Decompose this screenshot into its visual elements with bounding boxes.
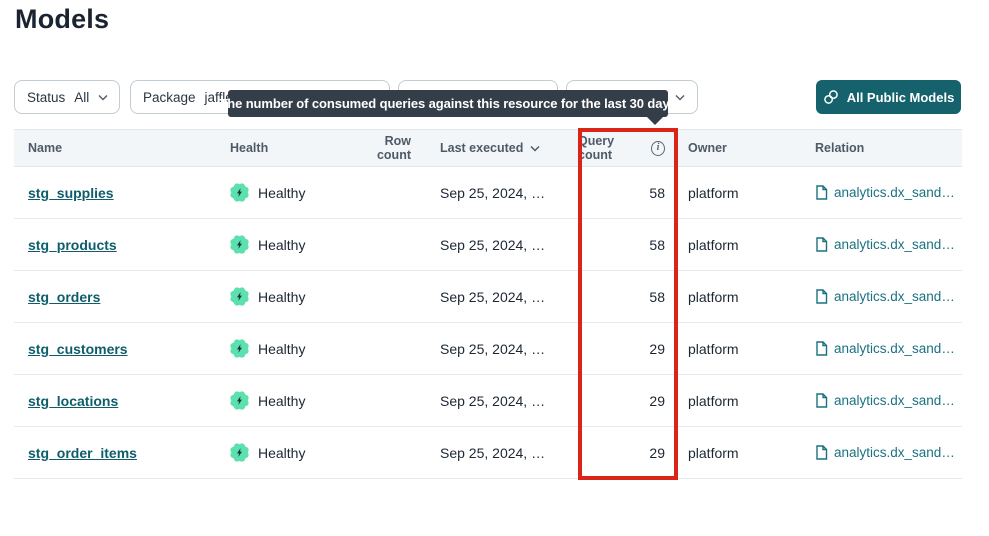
page-title: Models [15, 4, 110, 34]
health-status-label: Healthy [258, 236, 306, 253]
model-link[interactable]: stg_orders [28, 288, 101, 305]
owner-cell: platform [688, 392, 739, 409]
sort-chevron-down-icon [530, 145, 540, 152]
relation-link[interactable]: analytics.dx_sand… [834, 393, 955, 408]
models-table: Name Health Row count Last executed Quer… [14, 129, 962, 479]
column-header-row-count[interactable]: Row count [376, 134, 411, 162]
query-count-cell: 29 [649, 444, 665, 461]
health-badge-icon [230, 339, 249, 358]
last-executed-cell: Sep 25, 2024, … [440, 236, 546, 253]
tooltip-text: The number of consumed queries against t… [219, 96, 677, 111]
package-filter-label: Package [143, 89, 196, 105]
health-status-label: Healthy [258, 288, 306, 305]
column-header-owner[interactable]: Owner [688, 141, 727, 155]
model-link[interactable]: stg_order_items [28, 444, 137, 461]
last-executed-label: Last executed [440, 141, 524, 155]
query-count-label: Query count [578, 134, 615, 162]
table-row: stg_orders Healthy Sep 25, 2024, … 58 pl… [14, 271, 962, 323]
query-count-cell: 29 [649, 392, 665, 409]
query-count-cell: 58 [649, 184, 665, 201]
status-filter-dropdown[interactable]: Status All [14, 80, 120, 114]
document-icon [816, 393, 828, 408]
owner-cell: platform [688, 444, 739, 461]
all-public-models-label: All Public Models [846, 89, 955, 105]
relation-link[interactable]: analytics.dx_sand… [834, 289, 955, 304]
relation-link[interactable]: analytics.dx_sand… [834, 237, 955, 252]
link-icon [823, 90, 838, 104]
document-icon [816, 445, 828, 460]
health-badge-icon [230, 391, 249, 410]
query-count-tooltip: The number of consumed queries against t… [219, 90, 677, 125]
health-badge-icon [230, 287, 249, 306]
table-row: stg_locations Healthy Sep 25, 2024, … 29… [14, 375, 962, 427]
health-status-label: Healthy [258, 392, 306, 409]
table-row: stg_order_items Healthy Sep 25, 2024, … … [14, 427, 962, 479]
owner-cell: platform [688, 340, 739, 357]
status-filter-value: All [74, 89, 90, 105]
last-executed-cell: Sep 25, 2024, … [440, 444, 546, 461]
query-count-cell: 29 [649, 340, 665, 357]
chevron-down-icon [98, 94, 108, 101]
table-row: stg_customers Healthy Sep 25, 2024, … 29… [14, 323, 962, 375]
health-badge-icon [230, 183, 249, 202]
all-public-models-button[interactable]: All Public Models [816, 80, 961, 114]
column-header-last-executed[interactable]: Last executed [425, 141, 578, 155]
query-count-cell: 58 [649, 236, 665, 253]
health-status-label: Healthy [258, 184, 306, 201]
document-icon [816, 185, 828, 200]
chevron-down-icon [675, 94, 685, 101]
document-icon [816, 237, 828, 252]
document-icon [816, 341, 828, 356]
tooltip-caret [646, 116, 664, 125]
table-row: stg_supplies Healthy Sep 25, 2024, … 58 … [14, 167, 962, 219]
model-link[interactable]: stg_supplies [28, 184, 114, 201]
owner-cell: platform [688, 184, 739, 201]
health-status-label: Healthy [258, 444, 306, 461]
owner-cell: platform [688, 288, 739, 305]
relation-link[interactable]: analytics.dx_sand… [834, 185, 955, 200]
relation-link[interactable]: analytics.dx_sand… [834, 341, 955, 356]
last-executed-cell: Sep 25, 2024, … [440, 288, 546, 305]
last-executed-cell: Sep 25, 2024, … [440, 392, 546, 409]
health-badge-icon [230, 443, 249, 462]
info-icon[interactable]: i [651, 140, 665, 156]
last-executed-cell: Sep 25, 2024, … [440, 184, 546, 201]
column-header-name[interactable]: Name [28, 141, 63, 155]
document-icon [816, 289, 828, 304]
column-header-query-count[interactable]: Query count i [578, 134, 679, 162]
column-header-health[interactable]: Health [230, 141, 269, 155]
status-filter-label: Status [27, 89, 66, 105]
owner-cell: platform [688, 236, 739, 253]
table-row: stg_products Healthy Sep 25, 2024, … 58 … [14, 219, 962, 271]
table-header-row: Name Health Row count Last executed Quer… [14, 129, 962, 167]
model-link[interactable]: stg_locations [28, 392, 119, 409]
health-badge-icon [230, 235, 249, 254]
column-header-relation[interactable]: Relation [815, 141, 865, 155]
health-status-label: Healthy [258, 340, 306, 357]
query-count-cell: 58 [649, 288, 665, 305]
model-link[interactable]: stg_customers [28, 340, 128, 357]
relation-link[interactable]: analytics.dx_sand… [834, 445, 955, 460]
model-link[interactable]: stg_products [28, 236, 117, 253]
last-executed-cell: Sep 25, 2024, … [440, 340, 546, 357]
